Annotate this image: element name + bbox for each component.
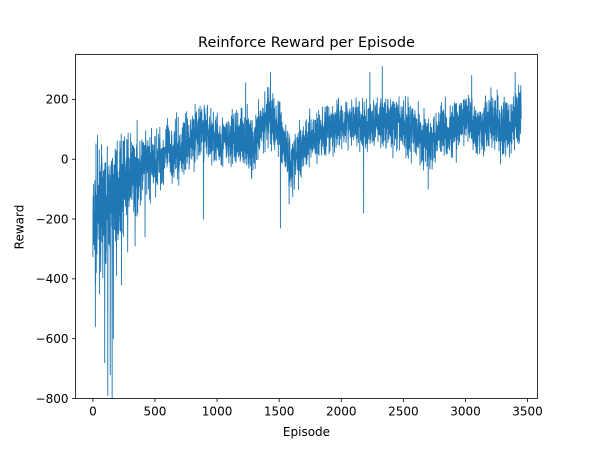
x-tick-label: 2500: [388, 405, 419, 419]
chart-title: Reinforce Reward per Episode: [198, 35, 415, 51]
x-axis-label: Episode: [283, 425, 330, 439]
reward-series-line: [92, 66, 522, 399]
x-tick-label: 500: [144, 405, 167, 419]
y-axis-label: Reward: [13, 205, 27, 250]
y-tick-label: 0: [61, 152, 69, 166]
tick-layer: 0 500 1000 1500 2000 2500 3000 3500−800−600−400…: [36, 93, 543, 419]
x-tick-label: 3000: [450, 405, 481, 419]
series-layer: [92, 66, 522, 399]
x-tick-label: 1000: [202, 405, 233, 419]
y-tick-label: −400: [36, 272, 69, 286]
x-tick-label: 2000: [326, 405, 357, 419]
x-tick-label: 3500: [512, 405, 543, 419]
y-tick-label: −600: [36, 332, 69, 346]
x-tick-label: 0: [89, 405, 97, 419]
x-tick-label: 1500: [264, 405, 295, 419]
y-tick-label: 200: [46, 93, 69, 107]
y-tick-label: −800: [36, 392, 69, 406]
y-tick-label: −200: [36, 212, 69, 226]
plot-frame: [75, 54, 538, 399]
